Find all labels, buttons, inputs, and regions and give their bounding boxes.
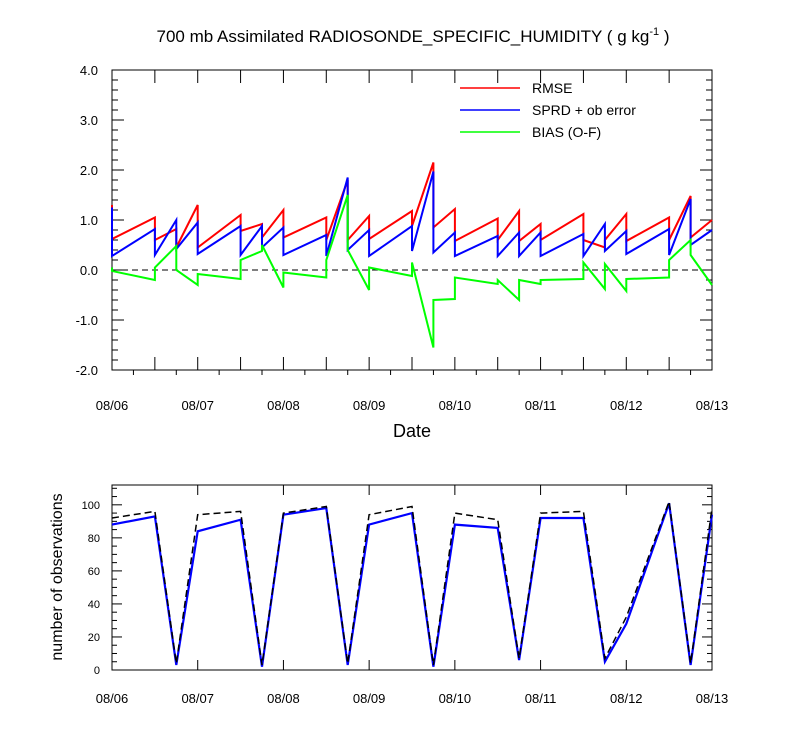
x-tick-label: 08/07 — [181, 691, 214, 706]
x-tick-label: 08/11 — [525, 691, 557, 706]
x-tick-label: 08/12 — [610, 398, 643, 413]
x-tick-label: 08/13 — [696, 398, 729, 413]
top-x-tick-labels: 08/06 08/07 08/08 08/09 08/10 08/11 08/12 08/13 — [96, 398, 729, 413]
bottom-y-axis-label: number of observations — [49, 493, 66, 660]
series-line-bias — [111, 194, 713, 348]
legend-label-sprd: SPRD + ob error — [532, 102, 636, 118]
bottom-series-lines — [111, 501, 714, 667]
y-tick-label: 80 — [88, 533, 100, 545]
x-tick-label: 08/09 — [353, 691, 386, 706]
x-tick-label: 08/06 — [96, 398, 129, 413]
x-tick-label: 08/10 — [439, 691, 472, 706]
series-line-obs-used — [111, 502, 714, 667]
series-line-obs-possible — [111, 501, 713, 666]
y-tick-label: 40 — [88, 599, 100, 611]
top-y-tick-labels: 4.0 3.0 2.0 1.0 0.0 -1.0 -2.0 — [76, 63, 98, 378]
y-tick-label: -2.0 — [76, 363, 98, 378]
top-series-lines — [111, 162, 713, 348]
y-tick-label: 1.0 — [80, 213, 98, 228]
y-tick-label: 3.0 — [80, 113, 98, 128]
series-line-sprd — [111, 171, 713, 260]
y-tick-label: 20 — [88, 632, 100, 644]
x-tick-label: 08/08 — [267, 691, 300, 706]
chart-title: 700 mb Assimilated RADIOSONDE_SPECIFIC_H… — [157, 26, 670, 46]
rmse-panel: 4.03.02.01.00.0-1.0-2.0 08/06 08/07 08/08 0… — [76, 63, 729, 441]
legend-label-rmse: RMSE — [532, 80, 572, 96]
y-tick-label: 0 — [94, 665, 100, 677]
y-tick-label: -1.0 — [76, 313, 98, 328]
y-tick-label: 0.0 — [80, 263, 98, 278]
top-x-axis-label: Date — [393, 421, 431, 441]
legend: RMSE SPRD + ob error BIAS (O-F) — [460, 80, 636, 140]
y-tick-label: 2.0 — [80, 163, 98, 178]
bottom-plot-frame — [111, 484, 713, 671]
x-tick-label: 08/08 — [267, 398, 300, 413]
bottom-y-tick-labels: 100 80 60 40 20 0 — [82, 500, 100, 677]
legend-label-bias: BIAS (O-F) — [532, 124, 601, 140]
x-tick-label: 08/06 — [96, 691, 129, 706]
y-tick-label: 100 — [82, 500, 100, 512]
x-tick-label: 08/13 — [696, 691, 729, 706]
bottom-x-tick-labels: 08/06 08/07 08/08 08/09 08/10 08/11 08/12 08/13 — [96, 691, 729, 706]
x-tick-label: 08/10 — [439, 398, 472, 413]
x-tick-label: 08/09 — [353, 398, 386, 413]
y-tick-label: 60 — [88, 566, 100, 578]
bottom-axis-ticks — [111, 485, 713, 671]
y-tick-label: 4.0 — [80, 63, 98, 78]
x-tick-label: 08/07 — [181, 398, 214, 413]
x-tick-label: 08/12 — [610, 691, 643, 706]
x-tick-label: 08/11 — [525, 398, 557, 413]
